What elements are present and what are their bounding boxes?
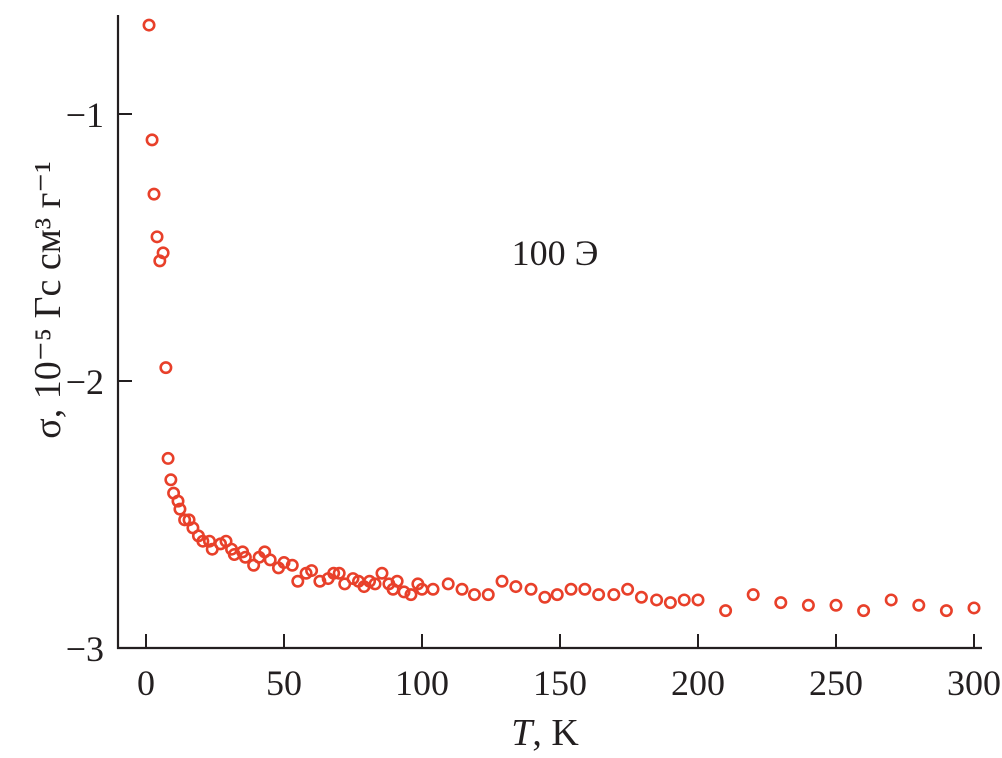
data-point xyxy=(305,564,319,578)
data-point xyxy=(277,556,291,570)
data-point xyxy=(634,590,648,604)
y-tick-label-1: −2 xyxy=(66,362,104,402)
data-point xyxy=(538,590,552,604)
data-point xyxy=(524,582,538,596)
data-point xyxy=(171,494,185,508)
data-point xyxy=(238,550,252,564)
data-point xyxy=(196,534,210,548)
data-point xyxy=(801,598,815,612)
data-point xyxy=(142,18,156,32)
data-point xyxy=(967,601,981,615)
data-point xyxy=(774,596,788,610)
data-point xyxy=(390,574,404,588)
data-point xyxy=(746,588,760,602)
data-point xyxy=(291,574,305,588)
data-point xyxy=(650,593,664,607)
data-point xyxy=(495,574,509,588)
data-point xyxy=(719,604,733,618)
x-tick-label-250: 250 xyxy=(809,663,863,703)
data-point xyxy=(332,566,346,580)
data-point xyxy=(156,246,170,260)
data-point xyxy=(164,473,178,487)
data-point xyxy=(375,566,389,580)
data-point xyxy=(178,513,192,527)
axes xyxy=(116,15,982,650)
data-point xyxy=(145,133,159,147)
data-point xyxy=(677,593,691,607)
x-tick-label-300: 300 xyxy=(947,663,1001,703)
annotation-field: 100 Э xyxy=(512,233,599,273)
x-axis-label-unit: , K xyxy=(532,712,579,754)
data-point xyxy=(285,558,299,572)
data-point xyxy=(173,502,187,516)
x-axis-label: T, K xyxy=(511,712,579,754)
x-tick-label-50: 50 xyxy=(266,663,302,703)
x-ticks: 0 50 100 150 200 250 300 xyxy=(137,634,1001,703)
data-point xyxy=(621,582,635,596)
y-tick-label-0: −1 xyxy=(66,95,104,135)
data-point xyxy=(441,577,455,591)
data-point xyxy=(578,582,592,596)
data-point xyxy=(912,598,926,612)
x-tick-label-150: 150 xyxy=(533,663,587,703)
data-point xyxy=(147,187,161,201)
data-point xyxy=(691,593,705,607)
data-point xyxy=(455,582,469,596)
data-point xyxy=(663,596,677,610)
y-axis-label: σ, 10⁻⁵ Гс см³ г⁻¹ xyxy=(27,161,69,438)
y-tick-label-2: −3 xyxy=(66,629,104,669)
x-tick-label-0: 0 xyxy=(137,663,155,703)
data-point xyxy=(564,582,578,596)
data-point xyxy=(404,588,418,602)
data-points xyxy=(142,18,981,618)
data-point xyxy=(550,588,564,602)
data-point xyxy=(481,588,495,602)
data-point xyxy=(426,582,440,596)
data-point xyxy=(857,604,871,618)
y-ticks: −1 −2 −3 xyxy=(66,95,132,669)
data-point xyxy=(509,580,523,594)
data-point xyxy=(607,588,621,602)
x-tick-label-200: 200 xyxy=(671,663,725,703)
data-point xyxy=(884,593,898,607)
data-point xyxy=(368,577,382,591)
data-point xyxy=(159,361,173,375)
data-point xyxy=(161,451,175,465)
x-tick-label-100: 100 xyxy=(395,663,449,703)
data-point xyxy=(327,566,341,580)
data-point xyxy=(313,574,327,588)
data-point xyxy=(829,598,843,612)
data-point xyxy=(263,553,277,567)
data-point xyxy=(939,604,953,618)
data-point xyxy=(592,588,606,602)
data-point xyxy=(150,230,164,244)
data-point xyxy=(397,585,411,599)
x-axis-label-symbol: T xyxy=(511,712,535,754)
data-point xyxy=(467,588,481,602)
